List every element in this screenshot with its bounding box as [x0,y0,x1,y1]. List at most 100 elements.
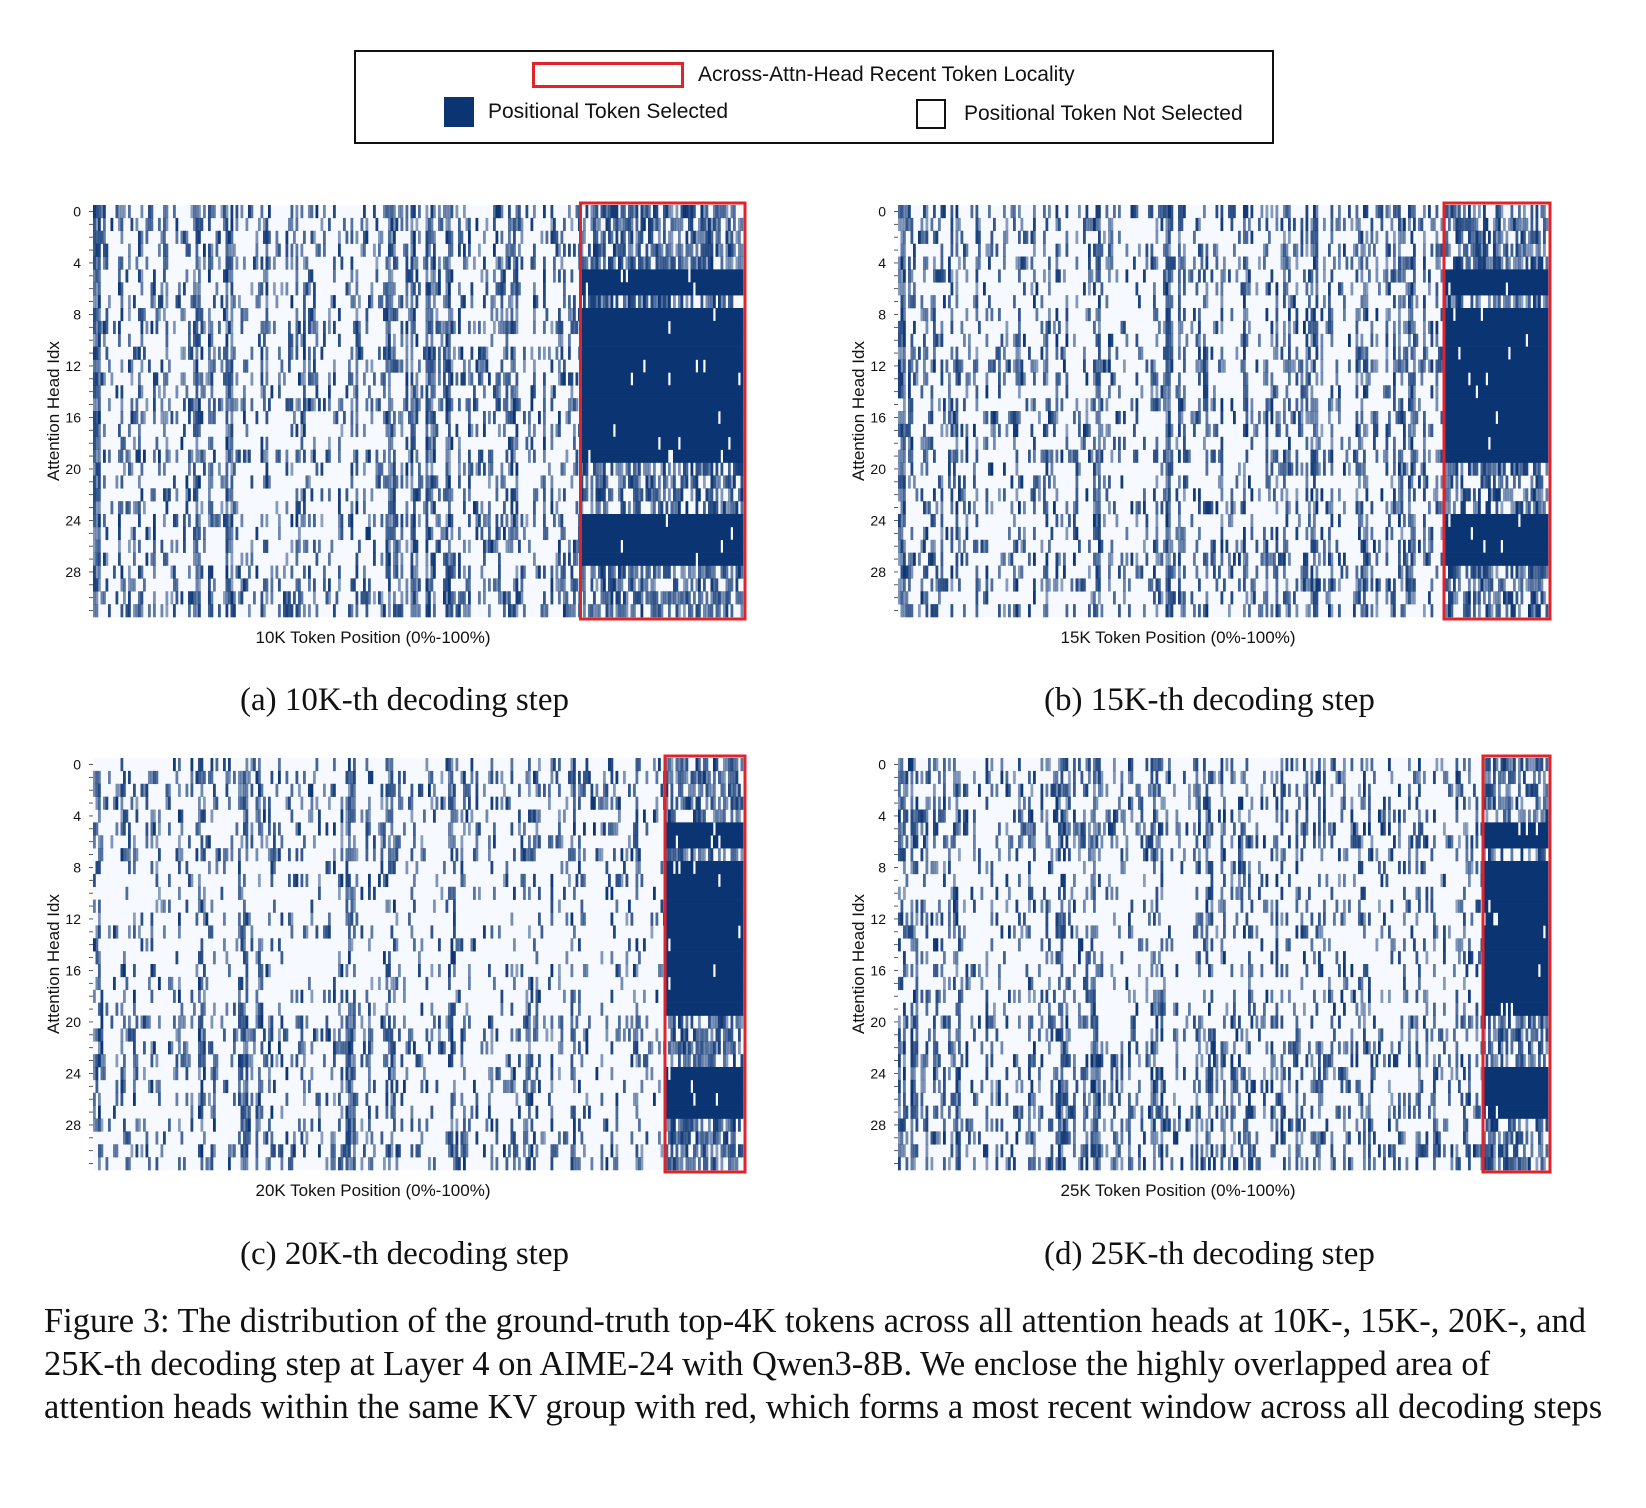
heatmap-cell [605,385,609,399]
heatmap-cell [95,243,99,257]
heatmap-cell [468,604,471,618]
heatmap-cell [128,308,131,322]
heatmap-cell [658,565,661,579]
heatmap-cell [643,436,646,450]
heatmap-cell [1538,282,1541,296]
heatmap-cell [1440,217,1444,232]
heatmap-cell [498,565,501,579]
heatmap-cell [98,359,101,373]
heatmap-cell [1338,217,1341,232]
heatmap-cell [720,359,724,373]
heatmap-cell [1288,308,1291,322]
y-tick-label: 16 [65,409,81,425]
heatmap-cell [118,423,121,438]
heatmap-cell [623,385,626,399]
heatmap-cell [268,475,271,489]
heatmap-cell [193,282,196,296]
heatmap-cell [688,449,691,463]
heatmap-cell [1345,256,1349,270]
heatmap-cell [603,526,606,541]
heatmap-cell [1475,308,1479,322]
heatmap-cell [1468,256,1471,270]
heatmap-cell [1365,295,1369,309]
heatmap-cell [240,514,244,528]
heatmap-cell [620,282,624,296]
heatmap-cell [568,243,571,257]
heatmap-cell [608,398,611,412]
heatmap-cell [193,269,196,283]
heatmap-cell [900,217,904,232]
heatmap-cell [590,398,594,412]
heatmap-cell [715,269,719,283]
heatmap-cell [148,359,151,373]
heatmap-cell [105,552,109,566]
heatmap-cell [1053,320,1056,335]
heatmap-cell [680,398,684,412]
heatmap-cell [675,604,679,618]
heatmap-cell [735,346,739,360]
heatmap-cell [1378,282,1381,296]
heatmap-cell [558,591,561,605]
heatmap-cell [510,604,514,618]
heatmap-cell [1363,295,1366,309]
heatmap-cell [700,514,704,528]
heatmap-cell [340,423,344,438]
heatmap-cell [200,217,204,232]
heatmap-cell [1500,320,1504,335]
heatmap-cell [103,205,106,219]
heatmap-cell [193,539,196,553]
heatmap-cell [923,205,926,219]
heatmap-cell [223,205,226,219]
heatmap-cell [678,449,681,463]
heatmap-cell [430,501,434,515]
heatmap-cell [728,488,731,502]
heatmap-cell [410,256,414,270]
heatmap-cell [415,333,419,347]
heatmap-cell [448,436,451,450]
heatmap-cell [690,488,694,502]
heatmap-cell [120,295,124,309]
heatmap-cell [638,488,641,502]
heatmap-cell [1530,308,1534,322]
heatmap-cell [655,372,659,386]
heatmap-cell [260,359,264,373]
heatmap-cell [503,282,506,296]
heatmap-cell [445,346,449,360]
heatmap-cell [315,462,319,476]
heatmap-cell [710,591,714,605]
heatmap-cell [633,320,636,335]
heatmap-cell [338,578,341,592]
heatmap-cell [935,230,939,244]
heatmap-cell [738,539,741,553]
heatmap-cell [620,205,624,219]
heatmap-cell [335,591,339,605]
heatmap-cell [388,230,391,244]
heatmap-cell [1525,308,1529,322]
heatmap-cell [590,578,594,592]
heatmap-cell [610,488,614,502]
heatmap-cell [285,230,289,244]
heatmap-cell [338,243,341,257]
heatmap-cell [705,269,709,283]
heatmap-cell [448,591,451,605]
heatmap-cell [530,398,534,412]
heatmap-cell [638,243,641,257]
heatmap-cell [295,514,299,528]
heatmap-cell [658,256,661,270]
heatmap-cell [225,591,229,605]
heatmap-cell [180,230,184,244]
heatmap-cell [620,578,624,592]
heatmap-cell [733,359,736,373]
heatmap-cell [975,282,979,296]
heatmap-cell [1198,243,1201,257]
heatmap-cell [455,604,459,618]
heatmap-cell [640,359,644,373]
heatmap-cell [355,501,359,515]
heatmap-cell [680,282,684,296]
heatmap-cell [558,243,561,257]
heatmap-cell [575,449,579,463]
heatmap-cell [450,565,454,579]
heatmap-cell [1000,333,1004,347]
heatmap-cell [385,333,389,347]
heatmap-cell [638,333,641,347]
